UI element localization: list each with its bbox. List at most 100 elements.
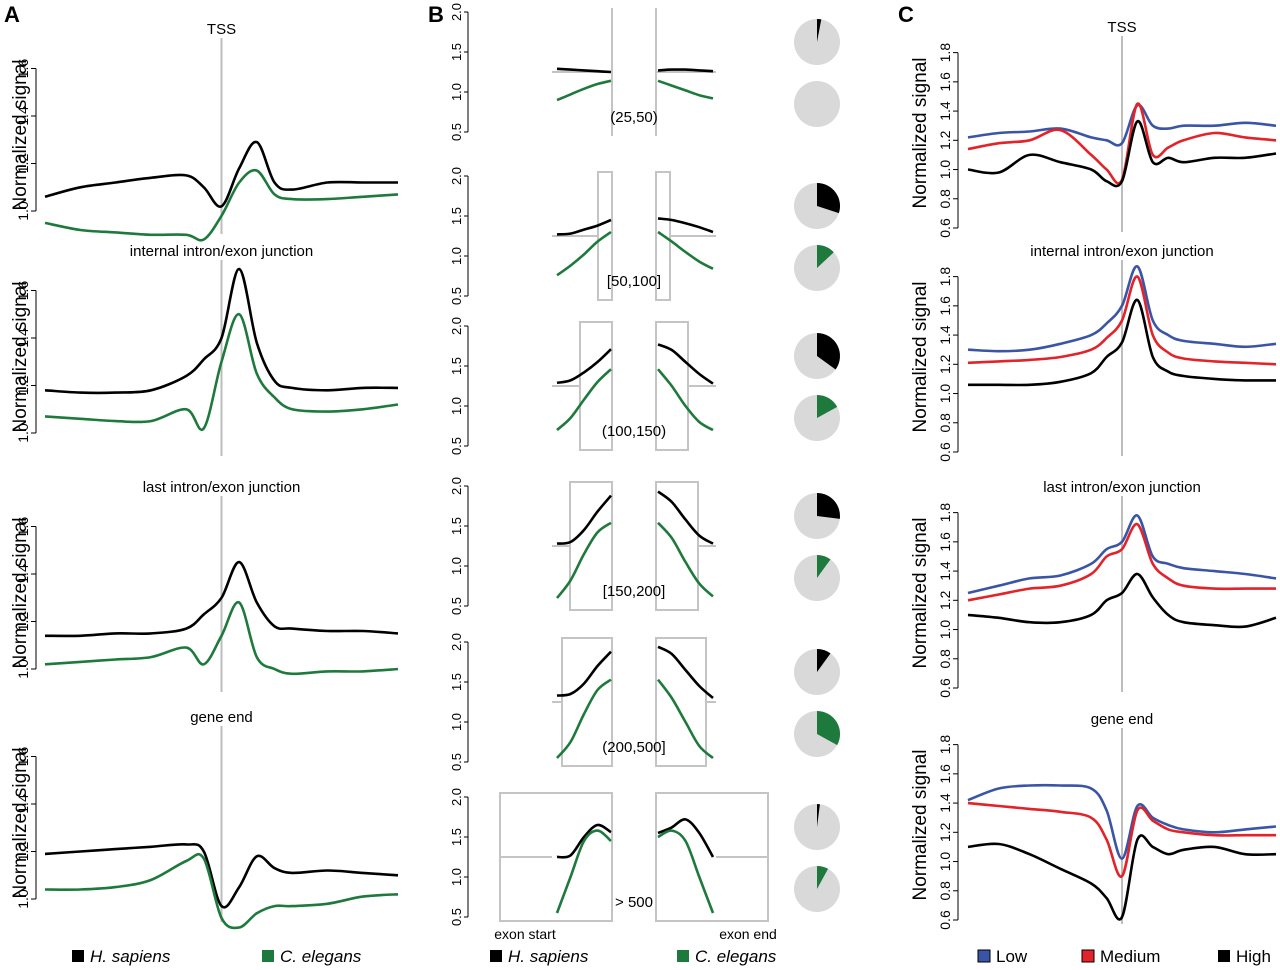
panel-c: TSS 0.6 0.8 1.0 1.2 1.4 1.6 1.8 Normalized signa… (910, 19, 1277, 930)
subplot-title: gene end (190, 709, 253, 726)
elegans-start-line (556, 79, 612, 102)
sapiens-end-line (657, 490, 714, 545)
elegans-start-line (556, 678, 612, 759)
sapiens-end-line (657, 645, 714, 699)
subplot-title: gene end (1091, 711, 1154, 728)
y-tick-label: 1.4 (15, 328, 31, 348)
y-tick-label: 1.2 (937, 590, 953, 610)
y-tick-label: 2.0 (449, 317, 464, 335)
elegans-end-line (657, 829, 715, 914)
y-tick-label: 1.5 (449, 828, 464, 846)
pie-elegans-slice (817, 245, 834, 268)
subplot-panelC-1: internal intron/exon junction 0.6 0.8 1.0 1.… (910, 243, 1277, 462)
y-tick-label: 1.8 (937, 735, 953, 755)
pie-sapiens-slice (817, 18, 822, 42)
elegans-start-line (556, 368, 612, 431)
y-tick-label: 1.2 (937, 822, 953, 842)
y-tick-label: 1.5 (449, 207, 464, 225)
y-axis-label: Normalized signal (10, 747, 31, 898)
series-line-h-sapiens (44, 267, 399, 395)
pie-sapiens-slice (817, 804, 820, 827)
subplot-title: TSS (207, 21, 236, 38)
y-tick-label: 1.5 (449, 517, 464, 535)
y-tick-label: 0.5 (449, 437, 464, 455)
y-tick-label: 1.2 (937, 354, 953, 374)
y-tick-label: 1.6 (15, 59, 31, 79)
sapiens-end-line (657, 818, 715, 858)
subplot-title: last intron/exon junction (143, 479, 301, 496)
y-tick-label: 0.8 (937, 649, 953, 669)
y-tick-label: 1.8 (937, 267, 953, 287)
pie-sapiens-slice (817, 649, 831, 672)
y-tick-label: 1.6 (937, 296, 953, 316)
pie-elegans-slice (817, 710, 841, 746)
y-axis-label: Normalized signal (910, 57, 931, 208)
exon-end-bracket (655, 481, 716, 611)
subplot-title: TSS (1107, 19, 1136, 36)
y-tick-label: 0.6 (937, 218, 953, 238)
series-line-high (967, 572, 1277, 629)
y-tick-label: 1.0 (15, 423, 31, 443)
y-tick-label: 1.4 (15, 106, 31, 126)
bin-label: (25,50) (610, 109, 658, 126)
elegans-end-line (656, 678, 714, 760)
legend-a-label-1: C. elegans (280, 947, 362, 966)
y-tick-label: 0.8 (937, 413, 953, 433)
y-axis-label: Normalized signal (10, 517, 31, 668)
y-tick-label: 0.5 (449, 123, 464, 141)
bin-3: 0.5 1.0 1.5 2.0 [150,200] (449, 477, 840, 615)
sapiens-start-line (556, 823, 612, 859)
panel-letter-b: B (428, 2, 444, 27)
legend-a: H. sapiens C. elegans (72, 947, 362, 966)
sapiens-end-line (657, 343, 714, 385)
y-tick-label: 1.0 (15, 659, 31, 679)
bin-2: 0.5 1.0 1.5 2.0 (100,150) (449, 317, 840, 455)
legend-c-swatch-2 (1218, 950, 1230, 962)
series-line-low (967, 265, 1277, 353)
legend-c-label-2: High (1236, 947, 1271, 966)
series-line-h-sapiens (44, 560, 399, 638)
y-tick-label: 1.6 (937, 764, 953, 784)
bin-5: 0.5 1.0 1.5 2.0 > 500 (449, 788, 840, 926)
y-tick-label: 0.8 (937, 189, 953, 209)
legend-a-swatch-1 (262, 950, 274, 962)
sapiens-start-line (556, 348, 612, 385)
series-line-medium (967, 522, 1276, 602)
bin-1: 0.5 1.0 1.5 2.0 [50,100] (449, 167, 841, 305)
y-tick-label: 0.5 (449, 597, 464, 615)
elegans-end-line (657, 230, 714, 270)
y-tick-label: 1.6 (937, 72, 953, 92)
exon-start-label: exon start (494, 926, 556, 942)
y-tick-label: 1.2 (15, 154, 31, 174)
subplot-title: internal intron/exon junction (1030, 243, 1213, 260)
y-tick-label: 2.0 (449, 633, 464, 651)
y-axis-label: Normalized signal (910, 517, 931, 668)
y-axis-label: Normalized signal (910, 749, 931, 900)
legend-c-label-1: Medium (1100, 947, 1160, 966)
pie-elegans-slice (817, 555, 831, 578)
series-line-h-sapiens (44, 842, 399, 909)
y-tick-label: 1.4 (937, 793, 953, 813)
subplot-panelC-3: gene end 0.6 0.8 1.0 1.2 1.4 1.6 1.8 Normalized … (910, 711, 1277, 930)
exon-end-bracket (655, 171, 716, 301)
series-line-h-sapiens (44, 140, 398, 208)
exon-end-bracket (655, 637, 716, 767)
y-tick-label: 1.6 (937, 532, 953, 552)
y-tick-label: 2.0 (449, 3, 464, 21)
elegans-end-line (656, 368, 714, 432)
series-line-high (968, 298, 1277, 387)
sapiens-start-line (556, 218, 612, 236)
y-tick-label: 1.0 (937, 160, 953, 180)
series-line-low (967, 514, 1277, 595)
legend-b-swatch-1 (677, 950, 689, 962)
elegans-end-line (657, 521, 714, 598)
y-axis-label: Normalized signal (910, 281, 931, 432)
legend-c-swatch-1 (1081, 949, 1095, 963)
y-tick-label: 1.8 (937, 43, 953, 63)
series-line-c-elegans (44, 601, 399, 676)
y-tick-label: 1.0 (449, 247, 464, 265)
series-line-medium (967, 801, 1276, 878)
exon-start-bracket (552, 171, 613, 301)
